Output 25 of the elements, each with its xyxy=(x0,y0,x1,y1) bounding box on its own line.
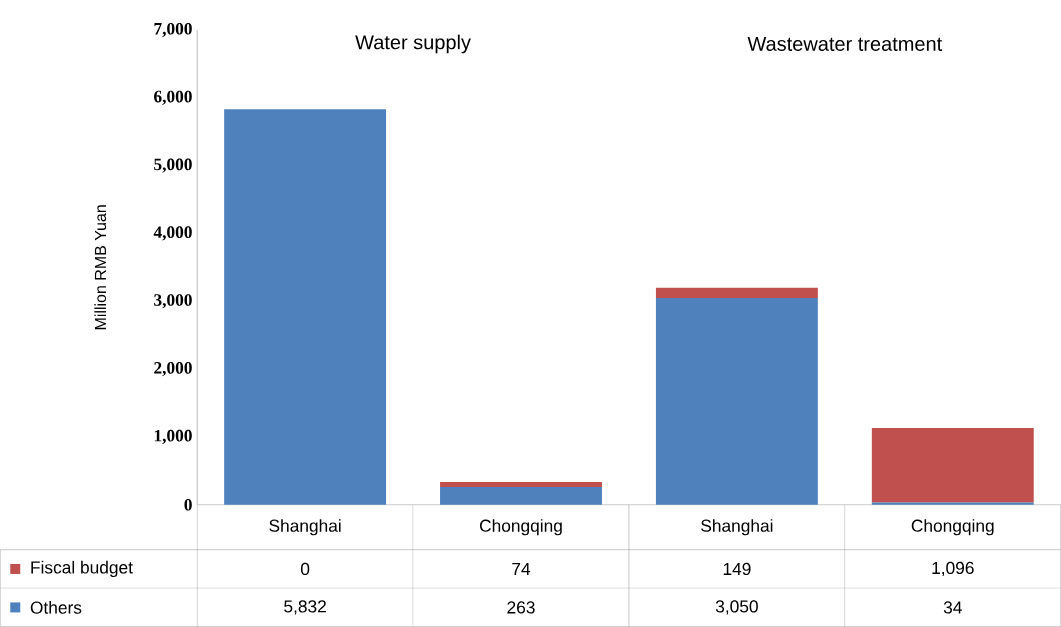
y-tick-label: 7,000 xyxy=(154,22,192,38)
x-tick-label: Shanghai xyxy=(701,519,773,536)
annotation: Wastewater treatment xyxy=(747,37,943,51)
legend-label: Fiscal budget xyxy=(31,560,133,578)
y-tick-label: 6,000 xyxy=(154,90,192,105)
y-tick-label: 4,000 xyxy=(153,226,192,241)
x-tick-label: Shanghai xyxy=(269,519,341,536)
x-tick-label: Chongqing xyxy=(911,519,994,536)
data-label: 0 xyxy=(300,562,310,576)
data-label: 149 xyxy=(723,562,751,576)
data-label: 34 xyxy=(943,601,962,614)
y-tick-label: 5,000 xyxy=(154,158,192,173)
annotation: Water supply xyxy=(355,34,471,54)
data-label: 5,832 xyxy=(284,600,326,615)
data-label: 1,096 xyxy=(932,561,974,577)
legend-label: Others xyxy=(30,601,82,614)
data-label: 74 xyxy=(512,563,531,575)
y-tick-label: 2,000 xyxy=(154,362,192,377)
y-axis-title: Million RMB Yuan xyxy=(94,205,107,330)
data-label: 263 xyxy=(507,601,535,614)
x-tick-label: Chongqing xyxy=(479,519,562,536)
y-tick-label: 3,000 xyxy=(154,294,192,309)
data-label: 3,050 xyxy=(715,600,758,615)
y-tick-label: 0 xyxy=(184,498,192,511)
y-tick-label: 1,000 xyxy=(154,429,192,445)
